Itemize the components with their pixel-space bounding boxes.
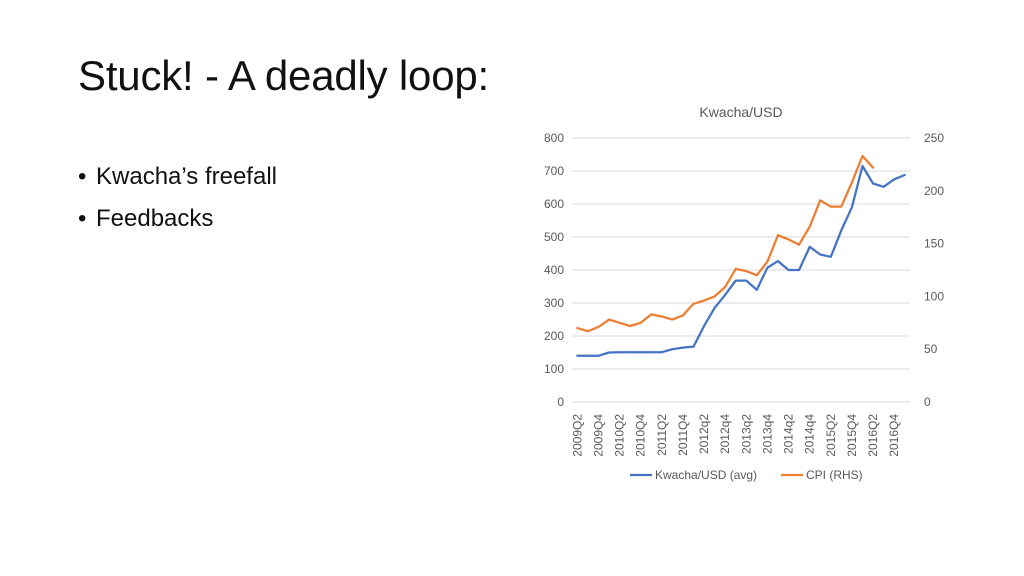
x-axis-tick-label: 2013q2 xyxy=(739,414,753,454)
left-axis-tick-label: 200 xyxy=(544,329,564,343)
bullet-list: • Kwacha’s freefall • Feedbacks xyxy=(78,156,277,240)
x-axis-tick-label: 2010Q2 xyxy=(613,414,627,457)
x-axis-tick-label: 2012q4 xyxy=(718,414,732,454)
kwacha-usd-chart: Kwacha/USD 0 100 200 300 400 500 600 700 800 0 50 10… xyxy=(544,104,944,482)
bullet-text: Kwacha’s freefall xyxy=(96,163,277,190)
right-axis-tick-label: 0 xyxy=(924,395,931,409)
x-axis-tick-label: 2009Q4 xyxy=(591,414,605,457)
bullet-item: • Feedbacks xyxy=(78,198,277,240)
x-axis-tick-label: 2016Q4 xyxy=(887,414,901,457)
x-axis-tick-label: 2014q2 xyxy=(782,414,796,454)
right-axis-tick-label: 100 xyxy=(924,289,944,303)
slide-title: Stuck! - A deadly loop: xyxy=(78,52,489,99)
chart-title: Kwacha/USD xyxy=(699,104,782,120)
x-axis-tick-label: 2009Q2 xyxy=(570,414,584,457)
left-axis-tick-label: 700 xyxy=(544,164,564,178)
left-axis-tick-label: 0 xyxy=(557,395,564,409)
right-axis-tick-label: 50 xyxy=(924,342,938,356)
left-axis-tick-label: 400 xyxy=(544,263,564,277)
left-axis-tick-label: 800 xyxy=(544,131,564,145)
bullet-dot-icon: • xyxy=(78,163,87,190)
cpi-series-line xyxy=(576,154,875,333)
kwacha-usd-series-line xyxy=(576,164,906,357)
right-axis-tick-label: 150 xyxy=(924,237,944,251)
legend-kwacha-label: Kwacha/USD (avg) xyxy=(655,468,757,482)
left-axis-tick-label: 100 xyxy=(544,362,564,376)
bullet-text: Feedbacks xyxy=(96,205,214,232)
x-axis-tick-label: 2010Q4 xyxy=(634,414,648,457)
x-axis-tick-label: 2013q4 xyxy=(760,414,774,454)
bullet-item: • Kwacha’s freefall xyxy=(78,156,277,198)
x-axis-tick-label: 2011Q2 xyxy=(655,414,669,456)
legend-cpi-label: CPI (RHS) xyxy=(806,468,863,482)
left-axis-tick-label: 600 xyxy=(544,197,564,211)
x-axis-tick-label: 2016Q2 xyxy=(866,414,880,457)
left-axis-tick-label: 300 xyxy=(544,296,564,310)
left-axis-tick-label: 500 xyxy=(544,230,564,244)
x-axis-tick-label: 2012q2 xyxy=(697,414,711,454)
x-axis-tick-label: 2015Q4 xyxy=(845,414,859,457)
right-axis-tick-label: 200 xyxy=(924,184,944,198)
x-axis-tick-label: 2015Q2 xyxy=(824,414,838,457)
bullet-dot-icon: • xyxy=(78,205,87,232)
x-axis-tick-label: 2011Q4 xyxy=(676,414,690,456)
chart-container: Kwacha/USD 0 100 200 300 400 500 600 700 800 0 50 10… xyxy=(530,96,970,496)
right-axis-tick-label: 250 xyxy=(924,131,944,145)
x-axis-tick-label: 2014q4 xyxy=(803,414,817,454)
